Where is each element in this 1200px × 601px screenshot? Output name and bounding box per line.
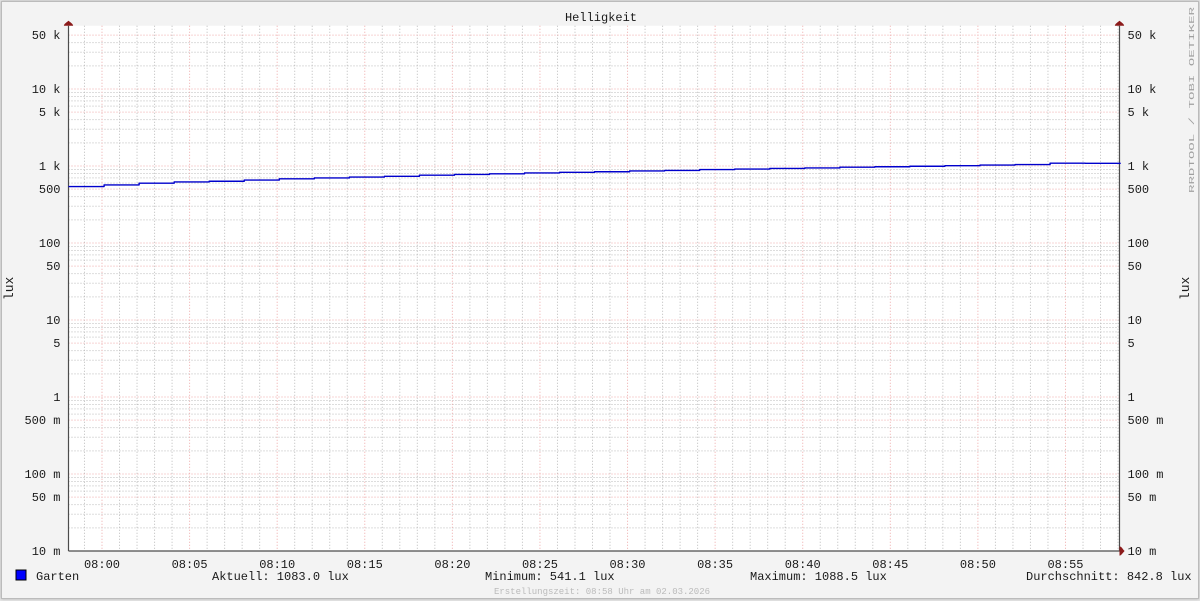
svg-text:10: 10	[1128, 314, 1142, 328]
svg-text:08:20: 08:20	[434, 558, 470, 572]
svg-text:08:50: 08:50	[960, 558, 996, 572]
svg-text:Garten: Garten	[36, 570, 79, 584]
svg-text:08:05: 08:05	[172, 558, 208, 572]
svg-text:500: 500	[39, 183, 61, 197]
svg-text:500 m: 500 m	[24, 414, 60, 428]
svg-text:lux: lux	[2, 277, 17, 301]
svg-text:1 k: 1 k	[1128, 160, 1150, 174]
svg-text:08:30: 08:30	[609, 558, 645, 572]
svg-text:100: 100	[1128, 237, 1150, 251]
svg-text:5: 5	[1128, 337, 1135, 351]
svg-text:Maximum: 1088.5 lux: Maximum: 1088.5 lux	[750, 570, 887, 584]
svg-text:5: 5	[53, 337, 60, 351]
svg-text:Aktuell: 1083.0 lux: Aktuell: 1083.0 lux	[212, 570, 349, 584]
svg-text:500 m: 500 m	[1128, 414, 1164, 428]
svg-text:100 m: 100 m	[1128, 468, 1164, 482]
svg-text:10 m: 10 m	[1128, 545, 1157, 559]
svg-text:Minimum: 541.1 lux: Minimum: 541.1 lux	[485, 570, 615, 584]
svg-text:10 k: 10 k	[32, 83, 61, 97]
svg-text:100: 100	[39, 237, 61, 251]
svg-text:08:00: 08:00	[84, 558, 120, 572]
svg-text:Durchschnitt: 842.8 lux: Durchschnitt: 842.8 lux	[1026, 570, 1192, 584]
svg-text:50: 50	[1128, 260, 1142, 274]
svg-text:500: 500	[1128, 183, 1150, 197]
svg-text:50 k: 50 k	[1128, 29, 1157, 43]
svg-text:10: 10	[46, 314, 60, 328]
svg-text:1: 1	[53, 391, 60, 405]
svg-text:10 k: 10 k	[1128, 83, 1157, 97]
svg-text:5 k: 5 k	[39, 106, 61, 120]
svg-text:5 k: 5 k	[1128, 106, 1150, 120]
svg-text:Helligkeit: Helligkeit	[565, 11, 637, 25]
svg-text:50 k: 50 k	[32, 29, 61, 43]
svg-text:Erstellungszeit: 08:58 Uhr am: Erstellungszeit: 08:58 Uhr am 02.03.2026	[494, 587, 710, 597]
svg-text:08:35: 08:35	[697, 558, 733, 572]
svg-text:RRDTOOL / TOBI OETIKER: RRDTOOL / TOBI OETIKER	[1189, 6, 1197, 193]
svg-text:50 m: 50 m	[32, 491, 61, 505]
svg-text:1 k: 1 k	[39, 160, 61, 174]
svg-text:50 m: 50 m	[1128, 491, 1157, 505]
svg-text:lux: lux	[1178, 277, 1193, 301]
svg-text:1: 1	[1128, 391, 1135, 405]
svg-text:50: 50	[46, 260, 60, 274]
svg-text:08:15: 08:15	[347, 558, 383, 572]
svg-text:10 m: 10 m	[32, 545, 61, 559]
svg-text:100 m: 100 m	[24, 468, 60, 482]
